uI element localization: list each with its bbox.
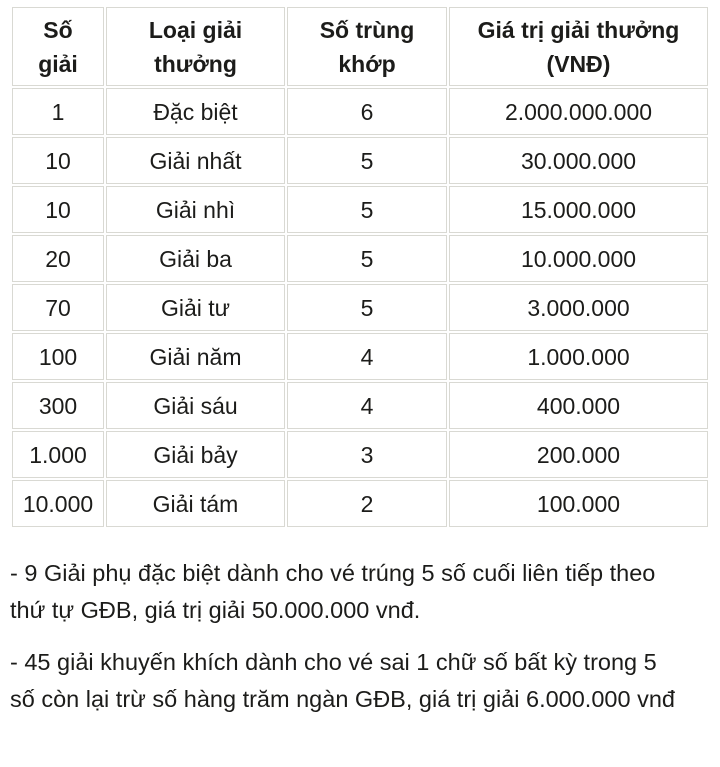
table-cell: 4 — [287, 382, 447, 429]
table-cell: 3 — [287, 431, 447, 478]
table-row: 10 Giải nhất 5 30.000.000 — [12, 137, 708, 184]
table-cell: Đặc biệt — [106, 88, 285, 135]
table-row: 1.000 Giải bảy 3 200.000 — [12, 431, 708, 478]
table-row: 100 Giải năm 4 1.000.000 — [12, 333, 708, 380]
table-cell: 10.000 — [12, 480, 104, 527]
table-cell: 5 — [287, 137, 447, 184]
table-cell: 6 — [287, 88, 447, 135]
table-cell: 2 — [287, 480, 447, 527]
table-cell: 4 — [287, 333, 447, 380]
table-header-cell: Loại giải thưởng — [106, 7, 285, 86]
table-cell: 100.000 — [449, 480, 708, 527]
table-cell: 5 — [287, 186, 447, 233]
table-cell: 10 — [12, 137, 104, 184]
note-consolation-prize: - 45 giải khuyến khích dành cho vé sai 1… — [10, 649, 675, 712]
table-cell: 70 — [12, 284, 104, 331]
prize-table: Số giải Loại giải thưởng Số trùng khớp Giá … — [10, 5, 710, 529]
table-cell: 10.000.000 — [449, 235, 708, 282]
table-header-cell: Số trùng khớp — [287, 7, 447, 86]
table-row: 300 Giải sáu 4 400.000 — [12, 382, 708, 429]
table-cell: 5 — [287, 235, 447, 282]
table-row: 20 Giải ba 5 10.000.000 — [12, 235, 708, 282]
table-cell: 10 — [12, 186, 104, 233]
table-cell: Giải tư — [106, 284, 285, 331]
table-cell: Giải sáu — [106, 382, 285, 429]
table-cell: 2.000.000.000 — [449, 88, 708, 135]
table-cell: 20 — [12, 235, 104, 282]
table-cell: 200.000 — [449, 431, 708, 478]
table-cell: Giải năm — [106, 333, 285, 380]
note-special-sub-prize: - 9 Giải phụ đặc biệt dành cho vé trúng … — [10, 560, 656, 623]
table-header-row: Số giải Loại giải thưởng Số trùng khớp Giá … — [12, 7, 708, 86]
table-cell: 100 — [12, 333, 104, 380]
table-cell: 1.000.000 — [449, 333, 708, 380]
table-cell: Giải ba — [106, 235, 285, 282]
table-cell: Giải tám — [106, 480, 285, 527]
table-cell: 400.000 — [449, 382, 708, 429]
table-row: 1 Đặc biệt 6 2.000.000.000 — [12, 88, 708, 135]
table-cell: Giải nhì — [106, 186, 285, 233]
table-header-cell: Giá trị giải thưởng (VNĐ) — [449, 7, 708, 86]
table-cell: 30.000.000 — [449, 137, 708, 184]
table-cell: 5 — [287, 284, 447, 331]
table-cell: Giải nhất — [106, 137, 285, 184]
table-row: 70 Giải tư 5 3.000.000 — [12, 284, 708, 331]
table-cell: 1 — [12, 88, 104, 135]
table-row: 10 Giải nhì 5 15.000.000 — [12, 186, 708, 233]
table-cell: 1.000 — [12, 431, 104, 478]
table-cell: Giải bảy — [106, 431, 285, 478]
table-body: 1 Đặc biệt 6 2.000.000.000 10 Giải nhất 5 30.00… — [12, 88, 708, 527]
table-header-cell: Số giải — [12, 7, 104, 86]
notes-section: - 9 Giải phụ đặc biệt dành cho vé trúng … — [10, 555, 710, 718]
table-row: 10.000 Giải tám 2 100.000 — [12, 480, 708, 527]
table-cell: 15.000.000 — [449, 186, 708, 233]
table-cell: 300 — [12, 382, 104, 429]
table-cell: 3.000.000 — [449, 284, 708, 331]
